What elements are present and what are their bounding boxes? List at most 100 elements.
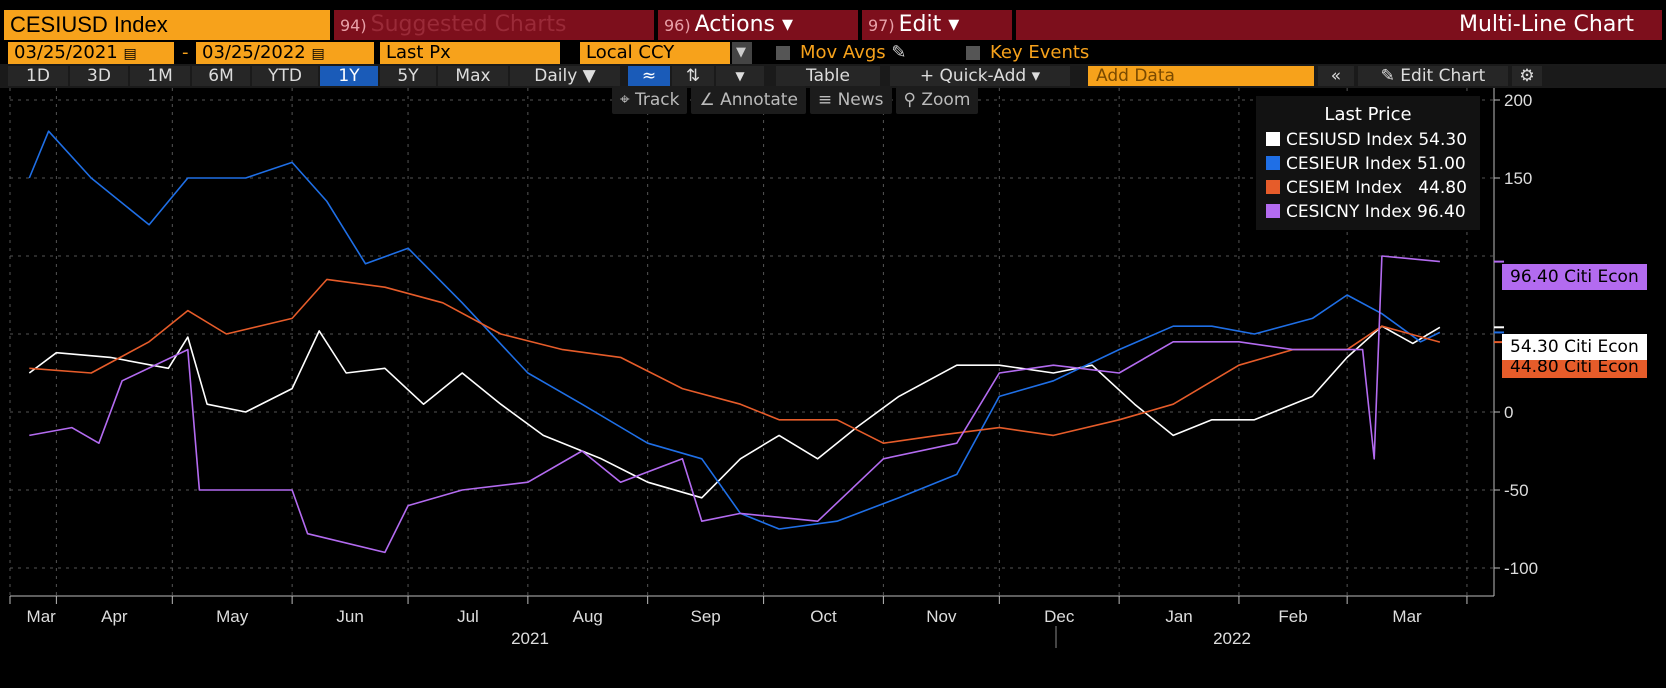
annotate-icon: ∠ xyxy=(699,90,715,110)
y-tick-label: 150 xyxy=(1504,169,1532,188)
x-tick-label: Apr xyxy=(101,607,128,626)
legend-item[interactable]: CESIEM Index 44.80 xyxy=(1266,178,1467,198)
edit-num: 97) xyxy=(868,16,895,35)
end-date-field[interactable]: 03/25/2022 ▤ xyxy=(196,42,374,64)
edit-menu[interactable]: 97) Edit ▾ xyxy=(862,10,1012,40)
legend-value: 54.30 xyxy=(1418,130,1468,150)
legend: Last Price CESIUSD Index 54.30 CESIEUR I… xyxy=(1256,96,1480,230)
news-tool[interactable]: ≡ News xyxy=(809,86,892,114)
field-select[interactable]: Last Px xyxy=(380,42,560,64)
ticker-input[interactable]: CESIUSD Index xyxy=(4,10,330,40)
zoom-label: Zoom xyxy=(921,90,971,110)
actions-menu[interactable]: 96) Actions ▾ xyxy=(658,10,858,40)
legend-item[interactable]: CESIEUR Index 51.00 xyxy=(1266,154,1466,174)
legend-name: CESIEUR Index xyxy=(1286,154,1412,174)
x-tick-label: Oct xyxy=(810,607,837,626)
suggested-label: Suggested Charts xyxy=(370,12,567,37)
legend-name: CESIEM Index xyxy=(1286,178,1403,198)
gear-icon[interactable]: ⚙ xyxy=(1512,66,1542,86)
period-1y-button[interactable]: 1Y xyxy=(320,66,378,86)
y-tick-label: 0 xyxy=(1504,403,1513,422)
suggested-num: 94) xyxy=(340,16,367,35)
legend-item[interactable]: CESICNY Index 96.40 xyxy=(1266,202,1466,222)
table-button[interactable]: Table xyxy=(776,66,880,86)
legend-value: 44.80 xyxy=(1418,178,1467,198)
price-tag-cesiusd: 54.30 Citi Econ xyxy=(1502,334,1647,360)
news-icon: ≡ xyxy=(817,90,833,110)
legend-value: 96.40 xyxy=(1417,202,1466,222)
line-chart-icon[interactable]: ≈ xyxy=(628,66,670,86)
series-line-cesiusd xyxy=(28,325,1441,499)
period-3d-button[interactable]: 3D xyxy=(70,66,128,86)
legend-swatch xyxy=(1266,180,1280,194)
legend-name: CESIUSD Index xyxy=(1286,130,1413,150)
checkbox-icon[interactable] xyxy=(776,46,790,60)
currency-select[interactable]: Local CCY xyxy=(580,42,730,64)
frequency-select[interactable]: Daily ▼ xyxy=(510,66,620,86)
x-tick-label: Feb xyxy=(1278,607,1307,626)
end-date: 03/25/2022 xyxy=(202,42,306,63)
period-toolbar: 1D 3D 1M 6M YTD 1Y 5Y Max Daily ▼ ≈ ⇅ ▼ … xyxy=(0,64,1666,88)
series-line-cesiem xyxy=(29,278,1441,445)
top-strip xyxy=(0,0,1666,8)
x-tick-label: Mar xyxy=(27,607,57,626)
calendar-icon[interactable]: ▤ xyxy=(123,46,137,62)
chart-tools: ⌖ Track ∠ Annotate ≡ News ⚲ Zoom xyxy=(612,86,979,116)
price-tag-cesiem: 44.80 Citi Econ xyxy=(1502,356,1647,378)
period-1m-button[interactable]: 1M xyxy=(130,66,190,86)
chevron-down-icon[interactable]: ▼ xyxy=(716,66,764,86)
period-max-button[interactable]: Max xyxy=(438,66,508,86)
x-tick-label: Jan xyxy=(1165,607,1192,626)
x-tick-label: Aug xyxy=(573,607,603,626)
x-tick-label: Mar xyxy=(1392,607,1422,626)
track-tool[interactable]: ⌖ Track xyxy=(612,86,688,114)
pencil-icon: ✎ xyxy=(1380,66,1395,86)
legend-item[interactable]: CESIUSD Index 54.30 xyxy=(1266,130,1467,150)
annotate-label: Annotate xyxy=(720,90,798,110)
crosshair-icon: ⌖ xyxy=(620,90,630,110)
x-tick-label: May xyxy=(216,607,249,626)
date-range-row: 03/25/2021 ▤ - 03/25/2022 ▤ Last Px Loca… xyxy=(0,42,1666,64)
key-events-toggle[interactable]: Key Events xyxy=(960,42,1160,64)
pencil-icon[interactable]: ✎ xyxy=(891,42,907,63)
y-tick-label: -50 xyxy=(1504,481,1529,500)
chart-area[interactable]: Mar Apr May Jun Jul Aug Sep Oct Nov Dec Jan Feb Mar 2… xyxy=(0,88,1666,688)
edit-label: Edit ▾ xyxy=(898,12,960,37)
ticker-text: CESIUSD Index xyxy=(10,12,168,37)
start-date-field[interactable]: 03/25/2021 ▤ xyxy=(8,42,174,64)
period-ytd-button[interactable]: YTD xyxy=(252,66,318,86)
start-date: 03/25/2021 xyxy=(14,42,118,63)
mov-avgs-toggle[interactable]: Mov Avgs ✎ xyxy=(770,42,950,64)
checkbox-icon[interactable] xyxy=(966,46,980,60)
legend-name: CESICNY Index xyxy=(1286,202,1412,222)
zoom-icon: ⚲ xyxy=(903,90,916,110)
title-bar: CESIUSD Index 94) Suggested Charts 96) Act… xyxy=(0,10,1666,40)
x-tick-label: Nov xyxy=(926,607,957,626)
actions-num: 96) xyxy=(664,16,691,35)
annotate-tool[interactable]: ∠ Annotate xyxy=(691,86,806,114)
track-label: Track xyxy=(634,90,680,110)
edit-chart-label: Edit Chart xyxy=(1400,66,1486,86)
news-label: News xyxy=(837,90,884,110)
period-1d-button[interactable]: 1D xyxy=(8,66,68,86)
bar-chart-icon[interactable]: ⇅ xyxy=(672,66,714,86)
period-5y-button[interactable]: 5Y xyxy=(380,66,436,86)
series-line-cesicny xyxy=(29,255,1440,554)
currency-label: Local CCY xyxy=(586,42,675,63)
x-tick-label: Sep xyxy=(691,607,721,626)
zoom-tool[interactable]: ⚲ Zoom xyxy=(895,86,979,114)
quick-add-button[interactable]: + Quick-Add ▾ xyxy=(890,66,1070,86)
suggested-charts-button[interactable]: 94) Suggested Charts xyxy=(334,10,654,40)
actions-label: Actions ▾ xyxy=(694,12,794,37)
key-events-label: Key Events xyxy=(990,42,1090,63)
chevron-down-icon[interactable]: ▼ xyxy=(732,42,752,64)
add-data-input[interactable]: Add Data xyxy=(1088,66,1314,86)
y-tick-label: -100 xyxy=(1504,559,1538,578)
legend-swatch xyxy=(1266,156,1280,170)
edit-chart-button[interactable]: ✎ Edit Chart xyxy=(1358,66,1508,86)
collapse-icon[interactable]: « xyxy=(1318,66,1354,86)
period-6m-button[interactable]: 6M xyxy=(192,66,250,86)
calendar-icon[interactable]: ▤ xyxy=(311,46,325,62)
x-tick-label: Jul xyxy=(457,607,479,626)
field-label: Last Px xyxy=(386,42,451,63)
